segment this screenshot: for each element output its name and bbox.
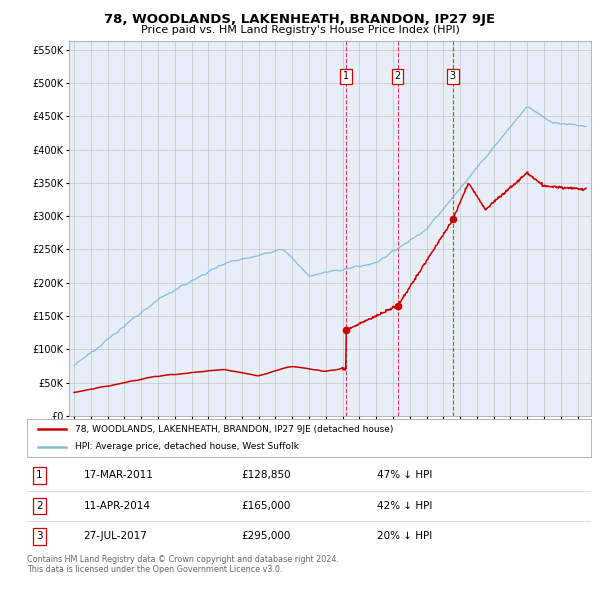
Text: 2: 2: [395, 71, 401, 81]
Text: 2: 2: [36, 501, 43, 511]
Text: 11-APR-2014: 11-APR-2014: [83, 501, 151, 511]
Text: 20% ↓ HPI: 20% ↓ HPI: [377, 532, 432, 542]
Text: 3: 3: [450, 71, 456, 81]
Text: 1: 1: [343, 71, 349, 81]
Text: £295,000: £295,000: [241, 532, 290, 542]
Text: 78, WOODLANDS, LAKENHEATH, BRANDON, IP27 9JE: 78, WOODLANDS, LAKENHEATH, BRANDON, IP27…: [104, 13, 496, 26]
Text: £128,850: £128,850: [241, 470, 291, 480]
Text: 78, WOODLANDS, LAKENHEATH, BRANDON, IP27 9JE (detached house): 78, WOODLANDS, LAKENHEATH, BRANDON, IP27…: [75, 425, 394, 434]
Text: 47% ↓ HPI: 47% ↓ HPI: [377, 470, 432, 480]
Text: 27-JUL-2017: 27-JUL-2017: [83, 532, 147, 542]
Text: Contains HM Land Registry data © Crown copyright and database right 2024.
This d: Contains HM Land Registry data © Crown c…: [27, 555, 339, 574]
Text: 17-MAR-2011: 17-MAR-2011: [83, 470, 153, 480]
Text: Price paid vs. HM Land Registry's House Price Index (HPI): Price paid vs. HM Land Registry's House …: [140, 25, 460, 35]
Text: 1: 1: [36, 470, 43, 480]
Text: 3: 3: [36, 532, 43, 542]
Text: HPI: Average price, detached house, West Suffolk: HPI: Average price, detached house, West…: [75, 442, 299, 451]
Text: £165,000: £165,000: [241, 501, 290, 511]
Text: 42% ↓ HPI: 42% ↓ HPI: [377, 501, 432, 511]
